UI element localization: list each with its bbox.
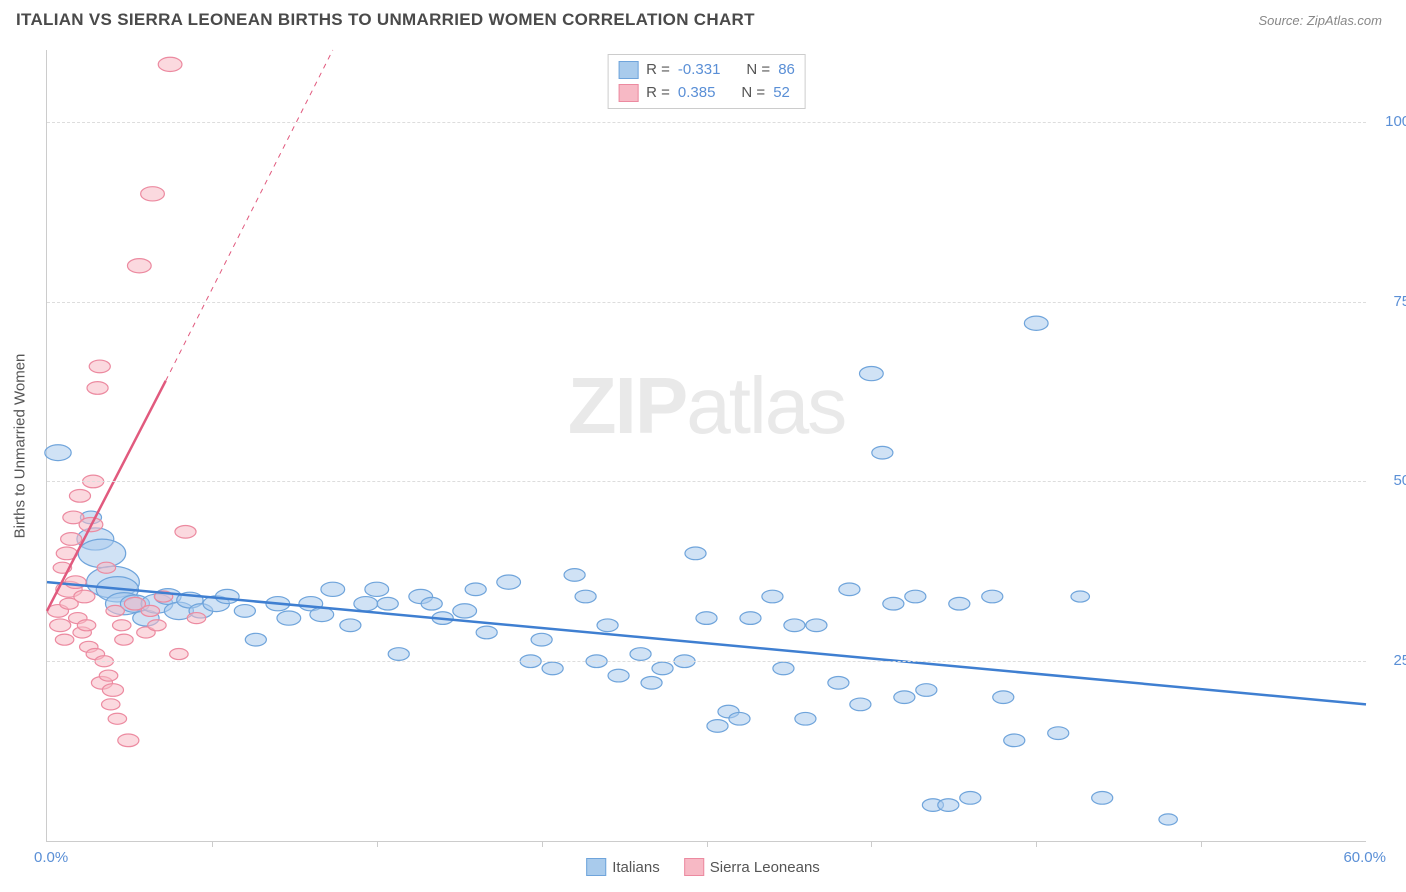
gridline: 50.0% bbox=[47, 481, 1366, 482]
r-label: R = bbox=[646, 82, 670, 105]
legend-swatch bbox=[618, 84, 638, 102]
y-tick-label: 50.0% bbox=[1376, 472, 1406, 489]
x-tick bbox=[542, 841, 543, 847]
scatter-svg bbox=[47, 50, 1366, 841]
series-legend-item: Italians bbox=[586, 858, 660, 876]
legend-swatch bbox=[586, 858, 606, 876]
gridline: 25.0% bbox=[47, 661, 1366, 662]
legend-label: Sierra Leoneans bbox=[710, 859, 820, 876]
r-label: R = bbox=[646, 59, 670, 82]
y-tick-label: 100.0% bbox=[1376, 113, 1406, 130]
r-value: -0.331 bbox=[678, 59, 721, 82]
n-label: N = bbox=[746, 59, 770, 82]
y-axis-label: Births to Unmarried Women bbox=[12, 354, 29, 539]
r-value: 0.385 bbox=[678, 82, 716, 105]
gridline: 100.0% bbox=[47, 122, 1366, 123]
x-tick bbox=[1036, 841, 1037, 847]
n-label: N = bbox=[741, 82, 765, 105]
legend-row: R = 0.385 N = 52 bbox=[618, 82, 795, 105]
x-axis-max: 60.0% bbox=[1343, 849, 1386, 866]
x-tick bbox=[212, 841, 213, 847]
series-legend: Italians Sierra Leoneans bbox=[586, 858, 820, 876]
plot-area: Births to Unmarried Women ZIPatlas R = -… bbox=[46, 50, 1366, 842]
x-tick bbox=[377, 841, 378, 847]
n-value: 86 bbox=[778, 59, 795, 82]
x-tick bbox=[1201, 841, 1202, 847]
correlation-legend: R = -0.331 N = 86 R = 0.385 N = 52 bbox=[607, 54, 806, 109]
legend-row: R = -0.331 N = 86 bbox=[618, 59, 795, 82]
legend-label: Italians bbox=[612, 859, 660, 876]
series-legend-item: Sierra Leoneans bbox=[684, 858, 820, 876]
gridline: 75.0% bbox=[47, 302, 1366, 303]
x-axis-min: 0.0% bbox=[34, 849, 68, 866]
y-tick-label: 75.0% bbox=[1376, 293, 1406, 310]
n-value: 52 bbox=[773, 82, 790, 105]
y-tick-label: 25.0% bbox=[1376, 652, 1406, 669]
source-prefix: Source: bbox=[1258, 13, 1306, 28]
legend-swatch bbox=[684, 858, 704, 876]
source-name: ZipAtlas.com bbox=[1307, 13, 1382, 28]
source-credit: Source: ZipAtlas.com bbox=[1258, 13, 1382, 28]
x-tick bbox=[707, 841, 708, 847]
chart-title: ITALIAN VS SIERRA LEONEAN BIRTHS TO UNMA… bbox=[16, 10, 755, 30]
x-tick bbox=[871, 841, 872, 847]
legend-swatch bbox=[618, 61, 638, 79]
